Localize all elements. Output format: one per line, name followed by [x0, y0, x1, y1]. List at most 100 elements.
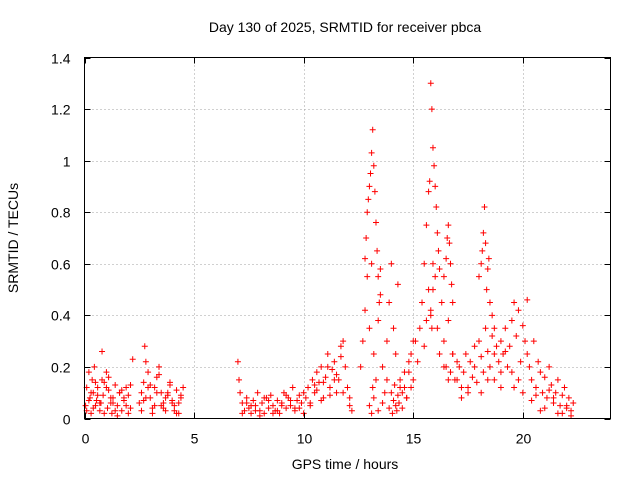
- data-point: [322, 374, 329, 381]
- data-point: [436, 265, 443, 272]
- data-point: [112, 407, 119, 414]
- y-tick-label: 1.4: [51, 51, 71, 67]
- data-point: [85, 369, 92, 376]
- data-point: [429, 260, 436, 267]
- data-point: [313, 387, 320, 394]
- data-point: [372, 219, 379, 226]
- data-point: [250, 397, 257, 404]
- data-point: [363, 235, 370, 241]
- data-point: [376, 299, 383, 306]
- data-point: [504, 363, 511, 370]
- data-point: [243, 400, 250, 407]
- data-point: [107, 400, 114, 407]
- data-point: [546, 363, 553, 370]
- data-point: [432, 273, 439, 280]
- data-point: [372, 376, 379, 383]
- data-point: [120, 394, 127, 401]
- data-point: [173, 387, 180, 394]
- data-point: [414, 358, 421, 365]
- data-point: [447, 369, 454, 376]
- data-point: [287, 397, 294, 404]
- data-point: [346, 394, 353, 401]
- data-point: [307, 400, 314, 407]
- data-point: [348, 407, 355, 414]
- data-point: [429, 286, 436, 293]
- data-point: [550, 394, 557, 401]
- data-point: [484, 348, 491, 355]
- data-point: [344, 384, 351, 391]
- data-point: [526, 363, 533, 370]
- data-point: [524, 351, 531, 358]
- data-point: [403, 394, 410, 401]
- data-point: [94, 392, 101, 399]
- data-point: [88, 410, 95, 417]
- data-point: [394, 392, 401, 399]
- data-point: [96, 407, 103, 414]
- data-point: [370, 394, 377, 401]
- data-point: [427, 312, 434, 319]
- data-point: [326, 392, 333, 399]
- data-point: [123, 384, 130, 391]
- data-point: [296, 392, 303, 399]
- data-point: [145, 384, 152, 391]
- data-point: [305, 384, 312, 391]
- data-point: [467, 358, 474, 365]
- data-point: [302, 394, 309, 401]
- data-point: [563, 402, 570, 409]
- data-point: [259, 400, 266, 407]
- data-point: [515, 307, 522, 314]
- data-point: [462, 351, 469, 358]
- data-point: [366, 325, 373, 332]
- data-point: [103, 384, 110, 391]
- data-point: [96, 400, 103, 407]
- data-point: [337, 353, 344, 360]
- data-point: [419, 299, 426, 306]
- data-point: [392, 351, 399, 358]
- data-point: [362, 255, 369, 262]
- data-point: [136, 400, 143, 407]
- data-point: [82, 402, 89, 409]
- data-point: [476, 338, 482, 345]
- data-point: [269, 410, 276, 417]
- data-point: [359, 338, 366, 345]
- data-point: [519, 322, 526, 329]
- data-point: [129, 356, 136, 363]
- y-tick-label: 0.8: [51, 205, 71, 221]
- data-point: [568, 412, 575, 419]
- data-point: [454, 376, 461, 383]
- data-point: [515, 376, 522, 383]
- data-point: [274, 407, 281, 414]
- data-point: [158, 402, 165, 409]
- data-point: [513, 332, 520, 339]
- data-point: [401, 384, 408, 391]
- data-point: [140, 397, 147, 404]
- data-point: [340, 338, 347, 345]
- data-point: [261, 410, 268, 417]
- data-point: [127, 405, 134, 412]
- data-point: [421, 343, 428, 350]
- data-point: [502, 348, 509, 355]
- data-point: [141, 343, 148, 350]
- data-point: [508, 369, 515, 376]
- data-point: [460, 369, 467, 376]
- data-point: [511, 299, 518, 306]
- data-point: [479, 247, 486, 254]
- data-point: [379, 363, 386, 370]
- data-point: [151, 384, 158, 391]
- data-point: [379, 400, 386, 407]
- data-point: [481, 204, 488, 211]
- data-point: [162, 394, 169, 401]
- data-point: [274, 397, 281, 404]
- data-point: [364, 273, 371, 280]
- data-points: [82, 80, 577, 419]
- data-point: [169, 400, 176, 407]
- data-point: [248, 402, 255, 409]
- data-point: [103, 369, 110, 376]
- data-point: [535, 358, 542, 365]
- data-point: [416, 325, 423, 332]
- data-point: [465, 384, 472, 391]
- data-point: [318, 363, 325, 370]
- data-point: [326, 384, 333, 391]
- data-point: [532, 384, 539, 391]
- data-point: [164, 389, 171, 396]
